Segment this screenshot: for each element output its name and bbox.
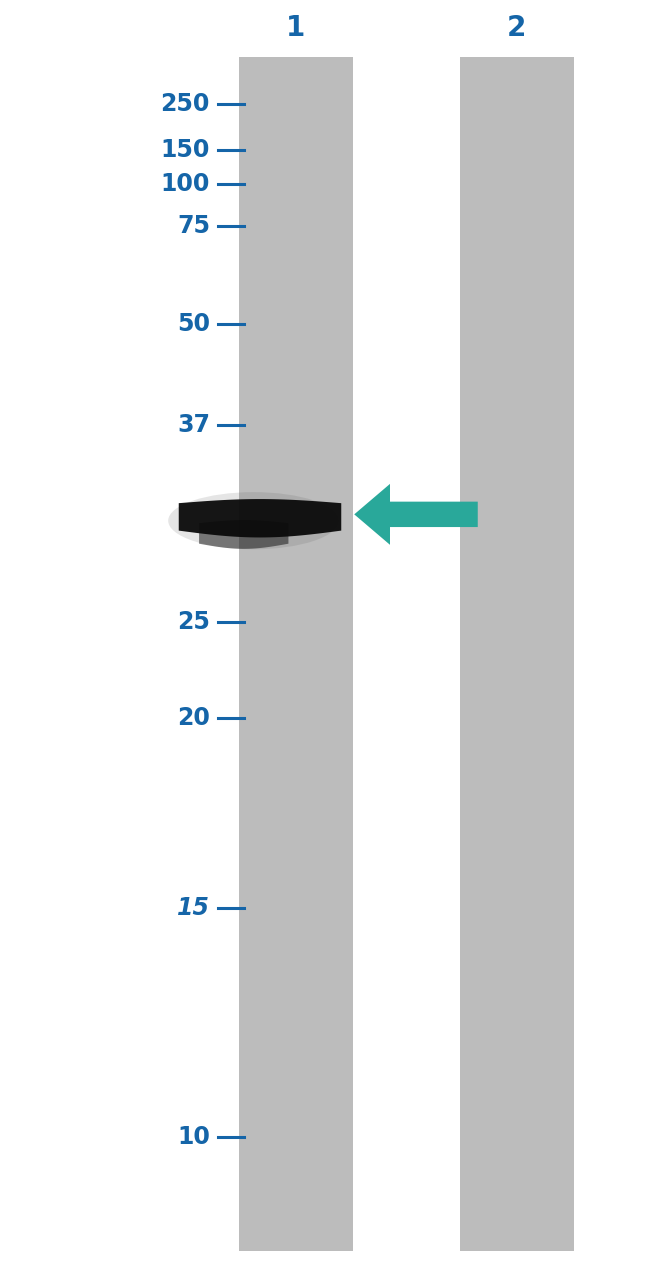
Text: 37: 37 <box>177 414 210 437</box>
Text: 10: 10 <box>177 1125 210 1148</box>
PathPatch shape <box>199 519 289 549</box>
Text: 50: 50 <box>177 312 210 335</box>
Text: 1: 1 <box>286 14 306 42</box>
Bar <box>460 57 573 1251</box>
Text: 15: 15 <box>177 897 210 919</box>
Text: 25: 25 <box>177 611 210 634</box>
Text: 250: 250 <box>161 93 210 116</box>
Bar <box>239 57 352 1251</box>
Text: 100: 100 <box>161 173 210 196</box>
Ellipse shape <box>168 491 339 550</box>
PathPatch shape <box>179 499 341 537</box>
Text: 150: 150 <box>161 138 210 161</box>
Text: 20: 20 <box>177 706 210 729</box>
Text: 2: 2 <box>507 14 526 42</box>
FancyArrow shape <box>354 484 478 545</box>
Text: 75: 75 <box>177 215 210 237</box>
